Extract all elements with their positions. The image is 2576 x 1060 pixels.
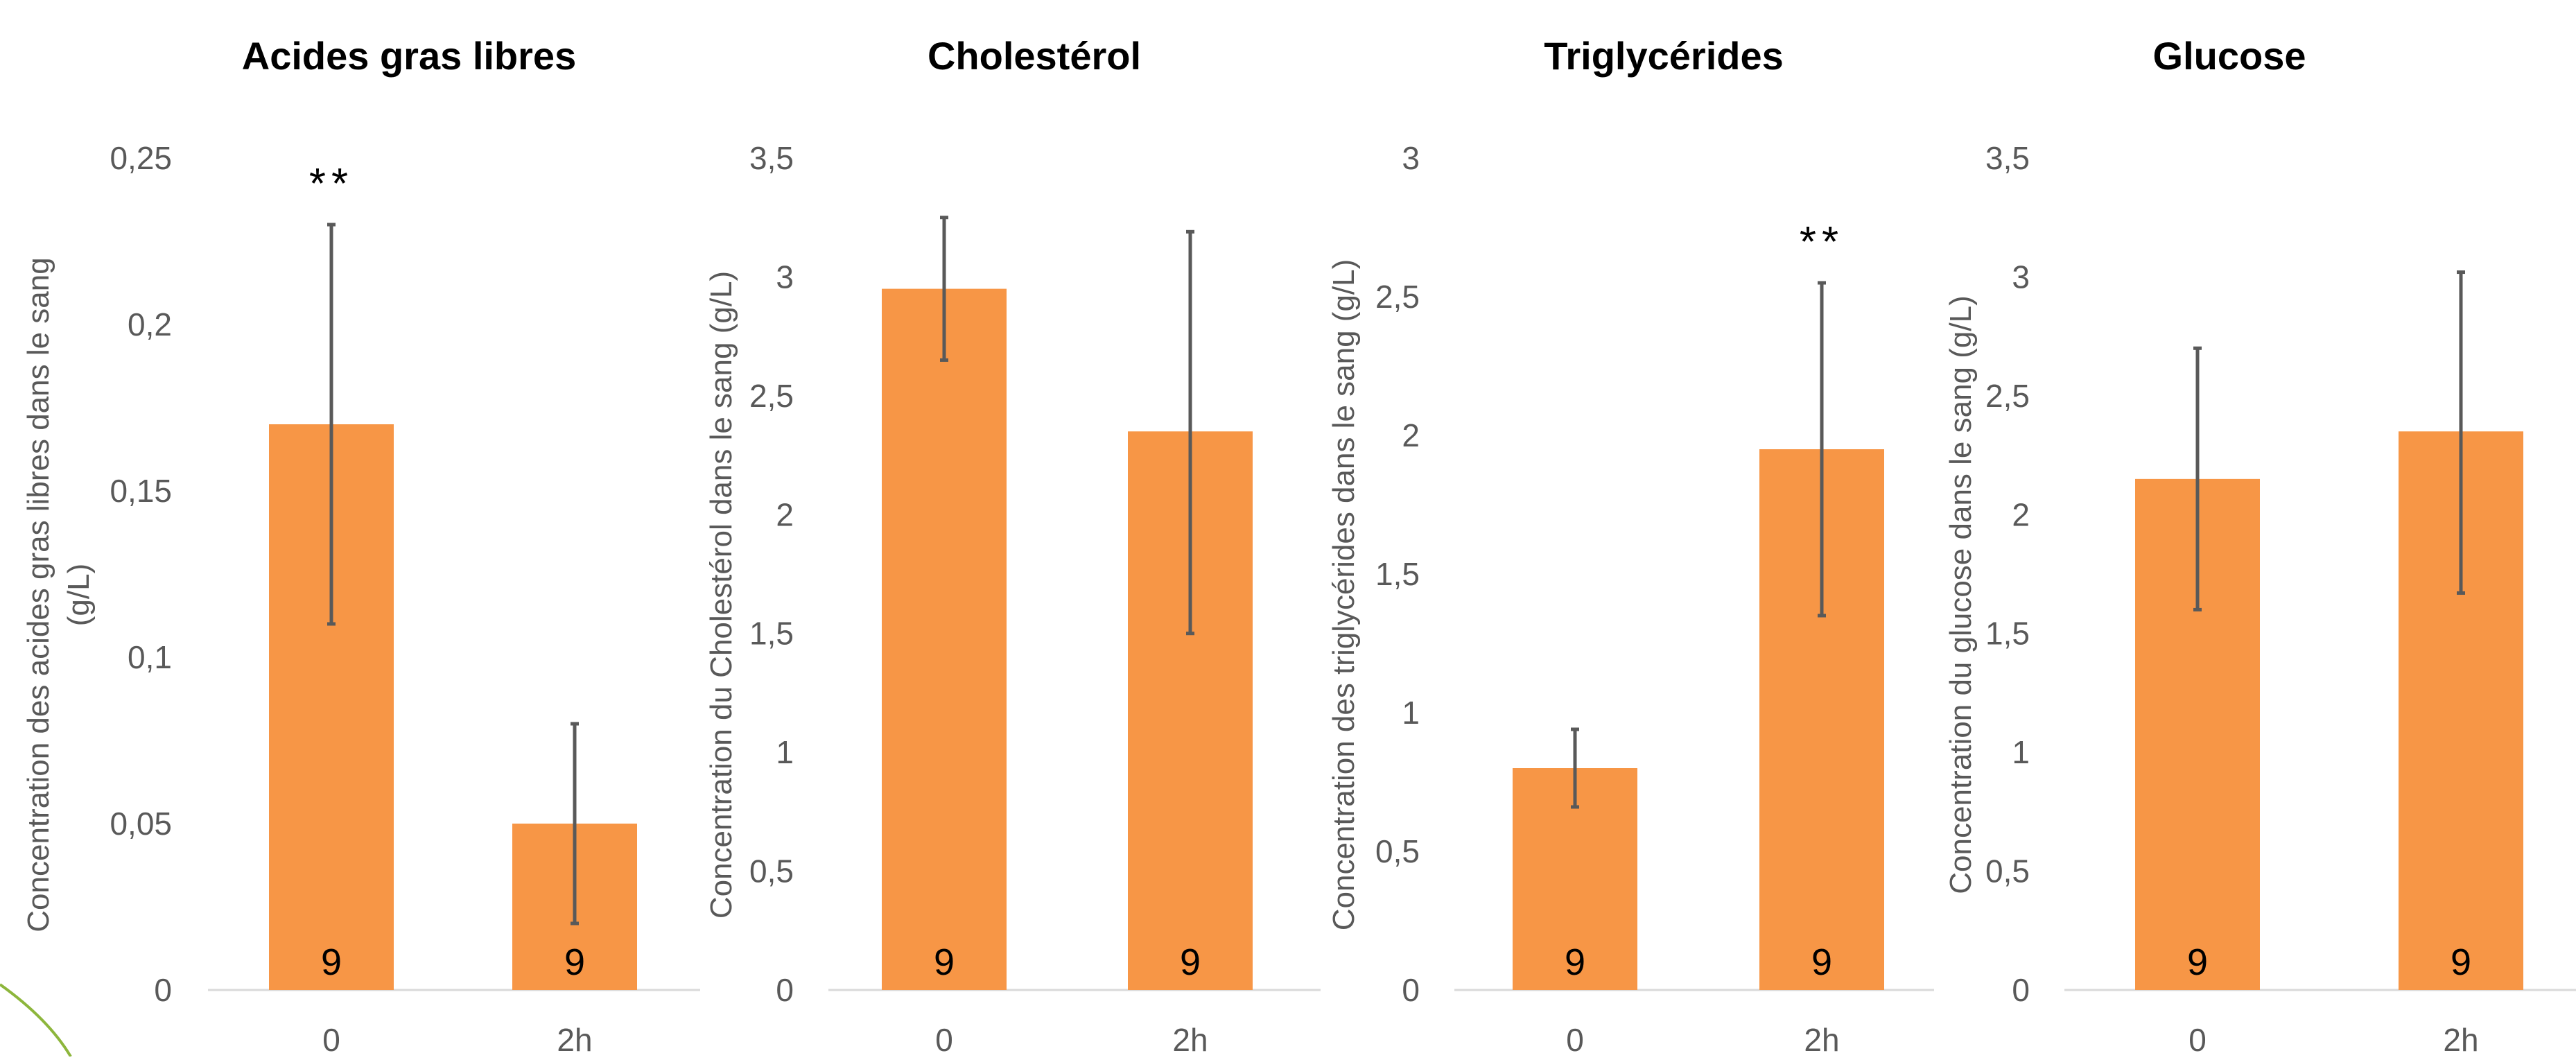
y-tick-label: 1,5: [749, 616, 794, 652]
y-axis-label: Concentration du Cholestérol dans le san…: [704, 271, 738, 919]
y-axis-label-line: Concentration du glucose dans le sang (g…: [1944, 295, 1978, 894]
y-tick-label: 0,5: [1985, 853, 2030, 889]
y-tick-label: 0: [154, 972, 172, 1008]
sample-size-label: 9: [1565, 941, 1585, 983]
y-tick-label: 2,5: [1375, 279, 1420, 315]
y-tick-label: 2,5: [749, 378, 794, 414]
sample-size-label: 9: [1180, 941, 1201, 983]
sample-size-label: 9: [2187, 941, 2208, 983]
decorative-arc: [0, 983, 72, 1058]
y-tick-label: 2: [2012, 496, 2030, 532]
y-tick-label: 3: [2012, 259, 2030, 295]
y-axis-label-line: Concentration des acides gras libres dan…: [21, 257, 55, 932]
chart-panel: Glucose Concentration du glucose dans le …: [1944, 34, 2576, 1058]
x-tick-label: 0: [322, 1022, 340, 1057]
y-tick-label: 0,25: [110, 140, 172, 176]
x-tick-label: 0: [935, 1022, 953, 1057]
chart-panel: Cholestérol Concentration du Cholestérol …: [704, 34, 1321, 1058]
chart-title: Triglycérides: [1544, 34, 1784, 78]
y-axis-label-line: Concentration des triglycérides dans le …: [1327, 259, 1361, 931]
sample-size-label: 9: [1811, 941, 1832, 983]
y-tick-label: 0,05: [110, 806, 172, 842]
sample-size-label: 9: [934, 941, 955, 983]
y-tick-label: 1: [776, 734, 794, 770]
significance-marker: **: [309, 160, 354, 208]
x-tick-label: 0: [1566, 1022, 1584, 1057]
sample-size-label: 9: [321, 941, 342, 983]
y-axis-label: Concentration du glucose dans le sang (g…: [1944, 295, 1978, 894]
y-tick-label: 3: [1402, 140, 1420, 176]
y-axis-label: Concentration des acides gras libres dan…: [21, 257, 96, 932]
y-tick-label: 0,2: [128, 306, 172, 342]
y-tick-label: 1,5: [1985, 616, 2030, 652]
y-tick-label: 3,5: [749, 140, 794, 176]
y-tick-label: 3,5: [1985, 140, 2030, 176]
y-tick-label: 0,5: [749, 853, 794, 889]
y-axis-label: Concentration des triglycérides dans le …: [1327, 259, 1361, 931]
chart-panel: Acides gras libres Concentration des acid…: [21, 34, 700, 1058]
x-tick-label: 2h: [557, 1022, 592, 1057]
x-tick-label: 0: [2188, 1022, 2207, 1057]
x-tick-label: 2h: [2443, 1022, 2478, 1057]
chart-panel: Triglycérides Concentration des triglycér…: [1327, 34, 1934, 1058]
y-tick-label: 3: [776, 259, 794, 295]
y-tick-label: 0,5: [1375, 833, 1420, 869]
y-tick-label: 1: [2012, 734, 2030, 770]
y-tick-label: 0,1: [128, 639, 172, 675]
sample-size-label: 9: [564, 941, 585, 983]
bar: [882, 288, 1007, 991]
chart-title: Glucose: [2153, 34, 2306, 78]
y-tick-label: 0: [776, 972, 794, 1008]
significance-marker: **: [1800, 218, 1844, 266]
y-tick-label: 2,5: [1985, 378, 2030, 414]
y-axis-label-line: (g/L): [62, 564, 96, 626]
chart-title: Cholestérol: [928, 34, 1141, 78]
y-tick-label: 0,15: [110, 473, 172, 509]
y-tick-label: 0: [2012, 972, 2030, 1008]
sample-size-label: 9: [2451, 941, 2471, 983]
x-tick-label: 2h: [1804, 1022, 1839, 1057]
y-axis-label-line: Concentration du Cholestérol dans le san…: [704, 271, 738, 919]
y-tick-label: 0: [1402, 972, 1420, 1008]
y-tick-label: 2: [1402, 417, 1420, 453]
y-tick-label: 1,5: [1375, 556, 1420, 592]
y-tick-label: 1: [1402, 695, 1420, 731]
chart-title: Acides gras libres: [242, 34, 576, 78]
x-tick-label: 2h: [1172, 1022, 1208, 1057]
y-tick-label: 2: [776, 496, 794, 532]
